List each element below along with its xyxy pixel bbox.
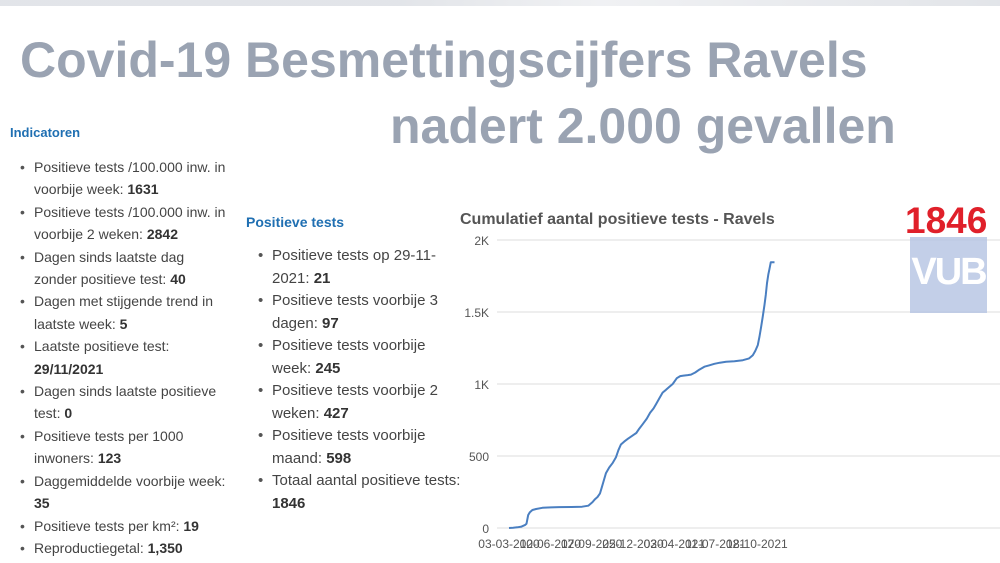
- positive-tests-item-label: Positieve tests op 29-11-2021:: [272, 247, 436, 287]
- indicator-item: Dagen met stijgende trend in laatste wee…: [20, 290, 230, 335]
- x-tick-label: 18-10-2021: [726, 537, 788, 551]
- y-tick-label: 500: [469, 450, 489, 464]
- indicator-item: Positieve tests per km²: 19: [20, 515, 230, 538]
- positive-tests-title: Positieve tests: [246, 214, 345, 230]
- positive-tests-item-value: 427: [323, 404, 349, 422]
- indicator-item: Dagen sinds laatste dag zonder positieve…: [20, 246, 230, 291]
- vub-logo: VUB: [910, 237, 988, 313]
- indicator-item-value: 0: [64, 405, 73, 422]
- series-line-ravels: [508, 261, 775, 529]
- indicator-item-value: 1631: [127, 181, 159, 198]
- indicator-item-label: Positieve tests per 1000 inwoners:: [34, 427, 184, 467]
- positive-tests-item-label: Positieve tests voorbije 3 dagen:: [272, 292, 438, 332]
- indicator-item: Positieve tests /100.000 inw. in voorbij…: [20, 201, 230, 246]
- indicator-item: Daggemiddelde voorbije week: 35: [20, 470, 230, 515]
- headline-line-1: Covid-19 Besmettingscijfers Ravels: [20, 32, 868, 88]
- positive-tests-item-value: 1846: [272, 494, 306, 512]
- positive-tests-item-label: Totaal aantal positieve tests:: [272, 472, 461, 489]
- indicators-list: Positieve tests /100.000 inw. in voorbij…: [20, 156, 230, 560]
- indicator-item-value: 29/11/2021: [34, 360, 104, 377]
- indicator-item-value: 2842: [146, 226, 178, 243]
- y-tick-label: 0: [482, 522, 489, 536]
- indicator-item-label: Daggemiddelde voorbije week:: [34, 472, 226, 489]
- positive-tests-item-value: 245: [315, 359, 341, 377]
- positive-tests-item: Positieve tests voorbije 3 dagen: 97: [258, 290, 463, 335]
- indicator-item-value: 35: [34, 495, 50, 512]
- indicator-item-label: Dagen met stijgende trend in laatste wee…: [34, 293, 213, 332]
- positive-tests-item: Totaal aantal positieve tests: 1846: [258, 470, 463, 515]
- indicator-item-label: Laatste positieve test:: [34, 338, 170, 355]
- x-tick-label: 17-09-2020: [561, 537, 623, 551]
- indicator-item-value: 123: [97, 450, 122, 467]
- indicator-item-value: 5: [119, 315, 128, 332]
- y-tick-label: 1.5K: [464, 306, 489, 320]
- vub-logo-text: VUB: [911, 251, 987, 293]
- indicator-item-label: Dagen sinds laatste dag zonder positieve…: [34, 248, 185, 288]
- x-tick-label: 11-07-2021: [685, 537, 746, 551]
- indicator-item: Dagen sinds laatste positieve test: 0: [20, 380, 230, 425]
- positive-tests-item: Positieve tests voorbije 2 weken: 427: [258, 380, 463, 425]
- positive-tests-item-value: 21: [313, 269, 331, 287]
- positive-tests-item-label: Positieve tests voorbije maand:: [272, 427, 426, 467]
- indicator-item-value: 1,350: [147, 539, 183, 556]
- positive-tests-item: Positieve tests op 29-11-2021: 21: [258, 245, 463, 290]
- positive-tests-list: Positieve tests op 29-11-2021: 21Positie…: [258, 245, 463, 515]
- y-tick-label: 1K: [474, 378, 489, 392]
- top-strip: [0, 0, 1000, 6]
- indicator-item: Reproductiegetal: 1,350: [20, 537, 230, 560]
- positive-tests-item: Positieve tests voorbije maand: 598: [258, 425, 463, 470]
- headline-line-2: nadert 2.000 gevallen: [390, 98, 896, 154]
- positive-tests-item-value: 97: [322, 314, 339, 332]
- indicator-item: Positieve tests per 1000 inwoners: 123: [20, 425, 230, 470]
- positive-tests-item-value: 598: [326, 449, 352, 467]
- indicator-item: Laatste positieve test: 29/11/2021: [20, 335, 230, 380]
- indicator-item-label: Dagen sinds laatste positieve test:: [34, 383, 217, 422]
- indicator-item-label: Positieve tests /100.000 inw. in voorbij…: [34, 203, 226, 243]
- indicator-item-value: 19: [183, 517, 199, 534]
- indicator-item: Positieve tests /100.000 inw. in voorbij…: [20, 156, 230, 201]
- indicator-item-value: 40: [170, 271, 186, 288]
- indicator-item-label: Positieve tests /100.000 inw. in voorbij…: [34, 159, 226, 198]
- indicator-item-label: Reproductiegetal:: [34, 539, 148, 556]
- chart-title: Cumulatief aantal positieve tests - Rave…: [460, 211, 775, 228]
- positive-tests-item-label: Positieve tests voorbije 2 weken:: [272, 382, 438, 422]
- x-tick-label: 03-04-2021: [644, 537, 706, 551]
- positive-tests-item: Positieve tests voorbije week: 245: [258, 335, 463, 380]
- x-tick-label: 03-03-2020: [478, 537, 540, 551]
- indicator-item-label: Positieve tests per km²:: [34, 517, 184, 534]
- x-tick-label: 25-12-2020: [602, 537, 664, 551]
- total-badge: 1846: [905, 200, 988, 241]
- positive-tests-item-label: Positieve tests voorbije week:: [272, 337, 426, 377]
- x-tick-label: 10-06-2020: [520, 537, 582, 551]
- y-tick-label: 2K: [474, 234, 489, 248]
- cumulative-chart: 0 500 1K 1.5K 2K 03-03-202010-06-202017-09-20…: [464, 234, 1000, 551]
- indicators-title: Indicatoren: [10, 125, 81, 140]
